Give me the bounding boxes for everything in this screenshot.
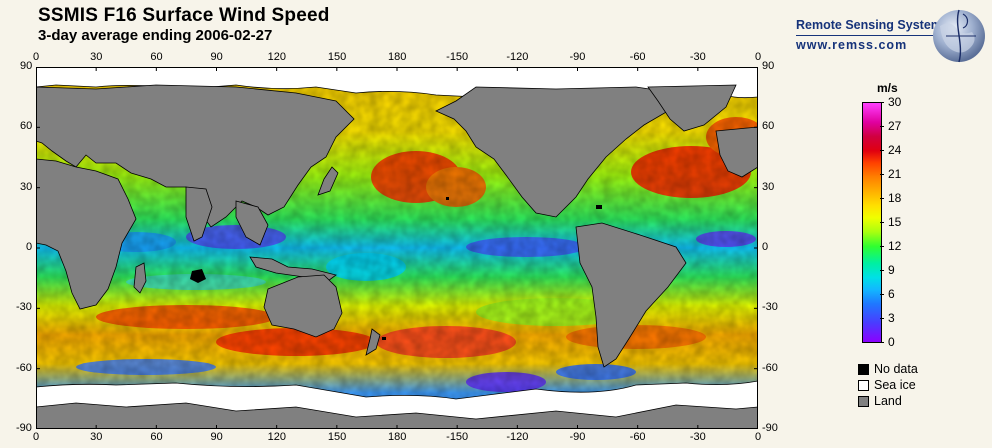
no-data-patches (190, 197, 602, 340)
lon-label: -30 (689, 431, 706, 443)
colorbar-tick-label: 12 (888, 239, 902, 253)
land-southeast-asia (235, 200, 269, 246)
land-south-america (575, 222, 687, 368)
lon-label: 120 (267, 431, 287, 443)
lon-label: -150 (446, 431, 469, 443)
brand-name: Remote Sensing Systems (796, 18, 949, 32)
land-europe-west (715, 126, 758, 178)
land-greenland (647, 84, 737, 132)
lon-label: 0 (755, 51, 762, 63)
colorbar-tick-label: 15 (888, 215, 902, 229)
colorbar-tick-label: 3 (888, 311, 895, 325)
lat-label: -30 (16, 301, 32, 314)
lon-label: -120 (506, 51, 529, 63)
lat-label: 0 (762, 241, 769, 253)
globe-icon (933, 9, 985, 63)
lon-label: 90 (210, 431, 223, 443)
lat-label: 30 (762, 180, 775, 193)
land-japan (317, 166, 339, 196)
colorbar-tick-mark (880, 126, 884, 127)
land-masses (36, 84, 758, 429)
colorbar-tick-mark (880, 246, 884, 247)
lon-label: -60 (629, 51, 646, 63)
land-madagascar (133, 262, 147, 294)
lon-label: -90 (569, 431, 586, 443)
land-india (185, 186, 213, 242)
lon-label: 60 (150, 51, 163, 63)
lat-label: -60 (762, 361, 778, 374)
map-ticks (36, 67, 758, 429)
colorbar-tick-mark (880, 102, 884, 103)
lat-label: 30 (20, 180, 33, 193)
lon-label: 30 (90, 431, 103, 443)
lon-label: -150 (446, 51, 469, 63)
lon-label: 30 (90, 51, 103, 63)
legend-swatch (858, 380, 869, 391)
lat-label: -90 (762, 422, 778, 434)
colorbar-unit: m/s (877, 81, 898, 95)
colorbar-tick-mark (880, 150, 884, 151)
lat-label: -60 (16, 361, 32, 374)
lon-label: 60 (150, 431, 163, 443)
lat-label: -30 (762, 301, 778, 314)
wind-speed-map[interactable] (36, 67, 758, 429)
lon-label: -120 (506, 431, 529, 443)
legend-label: No data (874, 362, 918, 376)
lon-label: 180 (388, 431, 407, 443)
colorbar-tick-label: 21 (888, 167, 902, 181)
land-indonesia (249, 256, 337, 282)
brand-logo[interactable]: Remote Sensing Systems www.remss.com (796, 16, 986, 60)
lon-label: -90 (569, 51, 586, 63)
land-africa (36, 158, 137, 310)
land-antarctica (36, 402, 758, 429)
brand-url[interactable]: www.remss.com (796, 38, 908, 52)
lon-label: 150 (327, 431, 347, 443)
lon-label: 120 (267, 51, 287, 63)
colorbar-tick-label: 18 (888, 191, 902, 205)
lon-label: -30 (689, 51, 706, 63)
lon-label: -60 (629, 431, 646, 443)
lat-label: 90 (20, 60, 33, 72)
lat-label: 0 (26, 241, 33, 253)
colorbar (862, 102, 882, 343)
colorbar-tick-mark (880, 270, 884, 271)
colorbar-tick-label: 6 (888, 287, 895, 301)
lat-label: 60 (20, 120, 33, 133)
colorbar-tick-label: 9 (888, 263, 895, 277)
colorbar-tick-label: 27 (888, 119, 902, 133)
colorbar-tick-label: 24 (888, 143, 902, 157)
colorbar-tick-mark (880, 174, 884, 175)
legend-swatch (858, 396, 869, 407)
land-new-zealand (365, 328, 381, 356)
lon-label: 0 (755, 431, 762, 443)
lat-label: 60 (762, 120, 775, 133)
colorbar-tick-mark (880, 222, 884, 223)
lon-label: 150 (327, 51, 347, 63)
land-australia (263, 274, 343, 338)
map-subtitle: 3-day average ending 2006-02-27 (38, 27, 273, 44)
legend-swatch (858, 364, 869, 375)
lon-label: 180 (388, 51, 407, 63)
colorbar-tick-mark (880, 294, 884, 295)
legend-label: Land (874, 394, 902, 408)
lon-label: 90 (210, 51, 223, 63)
lat-label: 90 (762, 60, 775, 72)
lon-label: 0 (33, 431, 40, 443)
colorbar-tick-mark (880, 342, 884, 343)
lat-label: -90 (16, 422, 32, 434)
colorbar-tick-label: 0 (888, 335, 895, 349)
brand-divider (796, 35, 950, 36)
map-canvas[interactable] (36, 67, 758, 429)
colorbar-tick-mark (880, 198, 884, 199)
colorbar-tick-mark (880, 318, 884, 319)
lon-label: 0 (33, 51, 40, 63)
legend-label: Sea ice (874, 378, 916, 392)
colorbar-tick-label: 30 (888, 95, 902, 109)
map-title: SSMIS F16 Surface Wind Speed (38, 5, 330, 26)
